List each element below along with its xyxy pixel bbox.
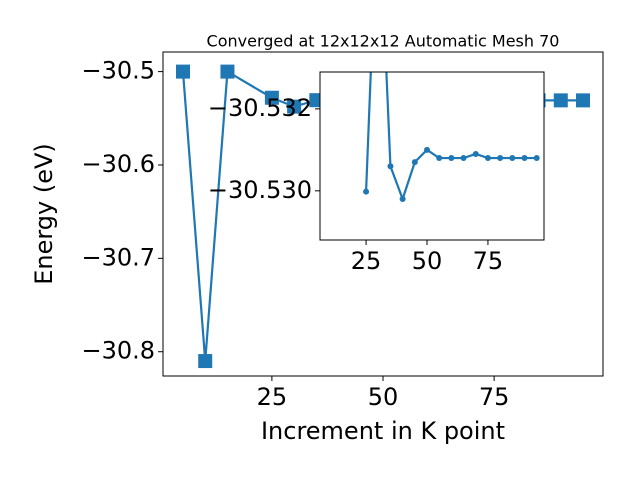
plot-content [363, 72, 540, 203]
x-tick-label: 75 [473, 247, 504, 275]
marker [363, 188, 370, 195]
chart-title: Converged at 12x12x12 Automatic Mesh 70 [207, 32, 560, 51]
x-tick-label: 75 [479, 383, 510, 411]
marker [176, 64, 190, 79]
marker [448, 155, 455, 162]
plot-area [320, 72, 544, 240]
x-tick-label: 25 [257, 383, 288, 411]
x-tick-label: 50 [412, 247, 443, 275]
marker [387, 163, 394, 170]
y-tick-label: −30.6 [81, 150, 155, 178]
marker [484, 155, 491, 162]
marker [399, 196, 406, 203]
y-tick-label: −30.5 [81, 57, 155, 85]
marker [436, 155, 443, 162]
y-tick-label: −30.8 [81, 337, 155, 365]
marker [533, 155, 540, 162]
marker [424, 146, 431, 153]
axes-frame [162, 51, 604, 377]
marker [509, 155, 516, 162]
marker [553, 93, 568, 108]
y-tick-label: −30.7 [81, 243, 155, 271]
y-tick-label: −30.532 [208, 94, 312, 122]
marker [264, 90, 279, 105]
marker [411, 159, 418, 166]
marker [472, 150, 479, 157]
axes-frame [319, 71, 545, 241]
marker [220, 64, 235, 79]
marker [521, 155, 528, 162]
marker [287, 99, 302, 114]
x-axis-label: Increment in K point [261, 417, 505, 445]
x-tick-label: 50 [368, 383, 399, 411]
marker [198, 354, 213, 369]
marker [460, 155, 467, 162]
y-tick-label: −30.530 [208, 176, 312, 204]
marker [576, 93, 590, 108]
y-axis-label: Energy (eV) [30, 143, 58, 285]
x-tick-label: 25 [351, 247, 382, 275]
marker [497, 155, 504, 162]
